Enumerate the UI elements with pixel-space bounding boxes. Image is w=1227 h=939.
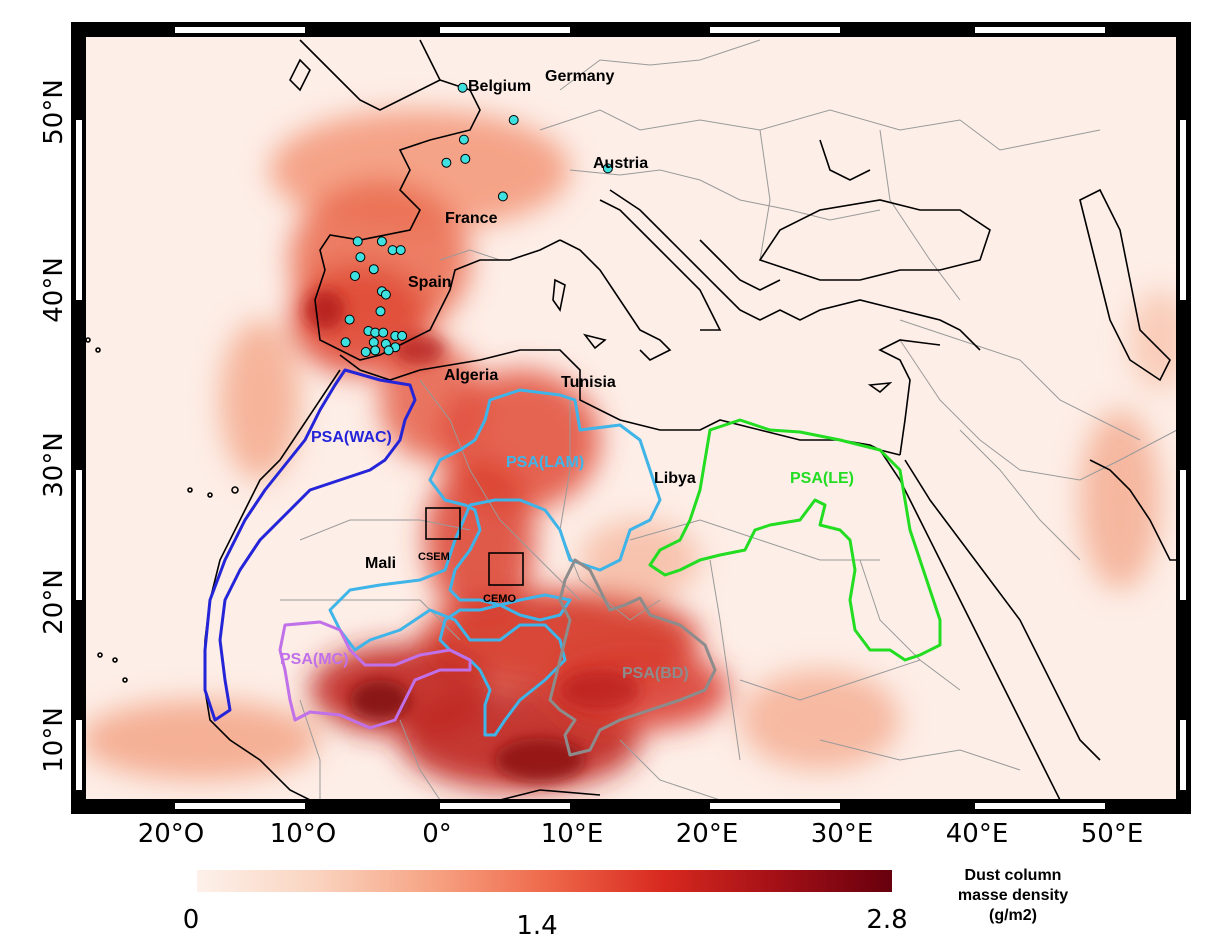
colorbar-title-line1: Dust column: [965, 867, 1062, 884]
lat-tick-10n: 10°N: [39, 707, 69, 773]
lon-tick-50e: 50°E: [1081, 819, 1144, 849]
station-marker: [350, 271, 360, 281]
colorbar: [197, 870, 892, 892]
station-marker: [397, 330, 408, 341]
csem-box: [425, 507, 461, 540]
label-psa-le: PSA(LE): [790, 470, 854, 487]
psa-lam-outline: [328, 388, 662, 737]
colorbar-title-line3: (g/m2): [989, 907, 1037, 924]
colorbar-mid-label: 1.4: [516, 911, 557, 939]
label-psa-lam: PSA(LAM): [506, 454, 584, 471]
label-germany: Germany: [545, 68, 614, 85]
map-frame: [71, 22, 1191, 814]
colorbar-title-line2: masse density: [958, 887, 1068, 904]
country-borders: [280, 39, 1177, 800]
station-marker: [508, 115, 519, 125]
colorbar-max-label: 2.8: [866, 905, 907, 935]
lat-tick-30n: 30°N: [39, 432, 69, 498]
station-marker: [602, 163, 613, 174]
psa-regions: [203, 368, 942, 757]
station-marker: [457, 82, 468, 93]
lat-tick-20n: 20°N: [39, 569, 69, 635]
label-spain: Spain: [408, 274, 452, 291]
station-marker: [460, 153, 471, 164]
label-france: France: [445, 210, 498, 227]
label-mali: Mali: [365, 555, 396, 572]
station-marker: [368, 264, 379, 275]
station-marker: [360, 347, 371, 357]
lon-tick-10o: 10°O: [270, 819, 337, 849]
lon-tick-10e: 10°E: [541, 819, 604, 849]
station-marker: [395, 245, 406, 256]
label-libya: Libya: [654, 470, 696, 487]
psa-le-outline: [648, 418, 942, 662]
psa-wac-outline: [203, 368, 417, 722]
station-marker: [355, 252, 366, 263]
psa-bd-outline: [548, 558, 717, 757]
lon-tick-40e: 40°E: [946, 819, 1009, 849]
cemo-box: [488, 552, 524, 586]
label-algeria: Algeria: [444, 367, 498, 384]
station-marker: [375, 306, 386, 317]
station-marker: [340, 337, 351, 348]
lon-tick-30e: 30°E: [811, 819, 874, 849]
label-psa-wac: PSA(WAC): [311, 429, 392, 446]
lat-tick-40n: 40°N: [39, 257, 69, 323]
coastlines: [85, 39, 1177, 800]
lat-tick-50n: 50°N: [39, 79, 69, 145]
label-tunisia: Tunisia: [561, 374, 616, 391]
station-marker: [376, 236, 387, 247]
lon-tick-20e: 20°E: [676, 819, 739, 849]
station-marker: [378, 327, 389, 338]
station-marker: [380, 289, 391, 300]
label-csem: CSEM: [418, 551, 450, 563]
station-marker: [344, 314, 355, 325]
label-psa-bd: PSA(BD): [622, 665, 689, 682]
station-marker: [497, 191, 508, 202]
station-marker: [368, 337, 379, 348]
lon-tick-0: 0°: [422, 819, 452, 849]
label-belgium: Belgium: [468, 78, 531, 95]
station-marker: [352, 236, 363, 247]
label-cemo: CEMO: [483, 593, 516, 605]
station-marker: [383, 345, 394, 356]
colorbar-min-label: 0: [183, 905, 200, 935]
station-marker: [458, 134, 469, 145]
lon-tick-20o: 20°O: [138, 819, 205, 849]
station-marker: [441, 157, 452, 168]
station-marker: [370, 345, 381, 356]
label-psa-mc: PSA(MC): [280, 651, 348, 668]
station-markers: [340, 82, 613, 357]
label-austria: Austria: [593, 155, 648, 172]
psa-mc-outline: [278, 620, 472, 730]
